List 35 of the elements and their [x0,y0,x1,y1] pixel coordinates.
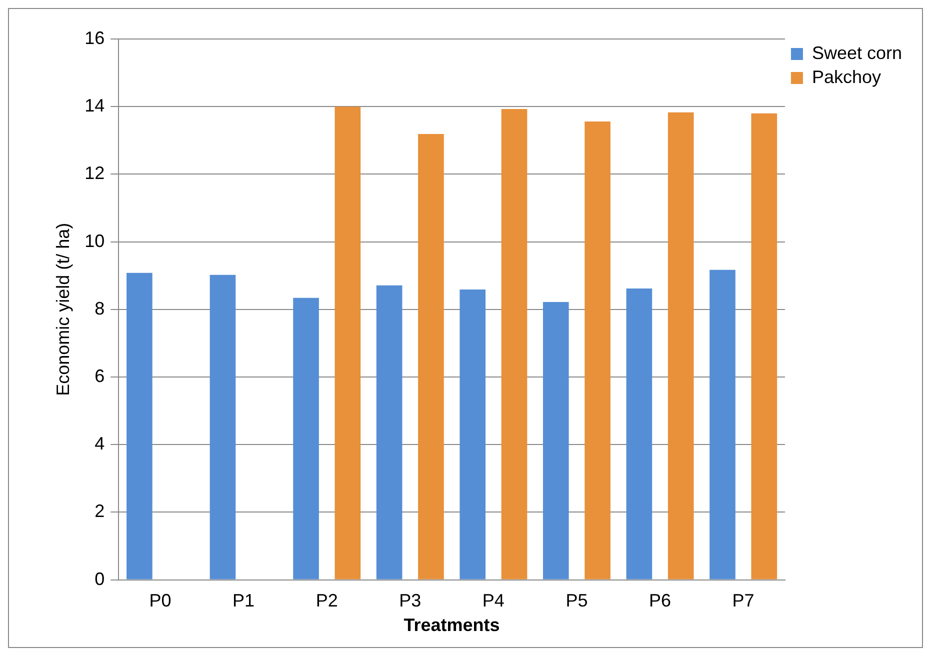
bar [418,134,444,580]
bar [584,121,610,580]
x-tick-label: P6 [649,590,672,611]
x-tick-label: P7 [732,590,754,611]
bar [501,108,528,580]
x-tick-label: P5 [566,590,588,611]
y-tick-label: 6 [94,366,105,386]
x-tick-label: P4 [482,590,504,611]
bar [334,106,361,580]
x-axis-title: Treatments [404,615,500,636]
y-axis-title: Economic yield (t/ ha) [52,222,73,396]
bar [542,302,569,580]
y-tick-label: 2 [94,501,105,522]
bar [293,298,319,580]
bar [126,272,152,580]
y-tick-label: 8 [94,298,105,318]
bar [710,270,736,580]
bar [668,112,694,580]
bar [751,113,778,580]
y-tick-label: 12 [84,163,105,184]
x-tick-label: P0 [149,590,172,611]
legend-label: Sweet corn [812,42,902,63]
bar [210,274,236,580]
x-tick-label: P2 [316,590,338,611]
y-tick-label: 10 [84,230,105,251]
bar [376,285,402,580]
bar [626,288,652,580]
x-tick-label: P3 [399,590,422,611]
legend-label: Pakchoy [812,66,882,87]
bar [460,289,486,580]
x-tick-label: P1 [232,590,255,611]
y-tick-label: 16 [84,28,105,48]
y-tick-label: 0 [94,568,105,589]
y-tick-label: 4 [94,434,105,454]
y-tick-label: 14 [84,96,105,116]
